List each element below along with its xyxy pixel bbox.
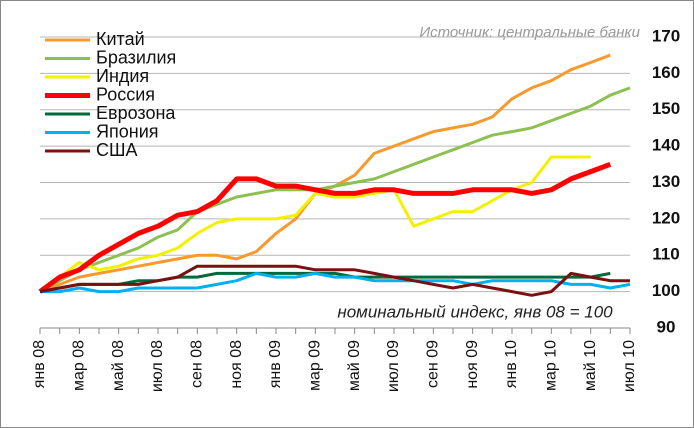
x-tick-label: янв 10 bbox=[503, 340, 520, 388]
y-tick-label: 90 bbox=[657, 317, 676, 336]
x-tick-label: мар 10 bbox=[543, 340, 560, 391]
x-tick-label: янв 09 bbox=[267, 340, 284, 388]
x-tick-label: май 09 bbox=[346, 340, 363, 391]
legend-label: Россия bbox=[96, 84, 155, 104]
x-tick-label: июл 09 bbox=[385, 340, 402, 392]
x-tick-label: июл 08 bbox=[149, 340, 166, 392]
x-tick-label: сен 08 bbox=[189, 340, 206, 388]
y-tick-label: 110 bbox=[652, 245, 679, 264]
x-tick-label: сен 09 bbox=[425, 340, 442, 388]
legend-label: Еврозона bbox=[96, 103, 176, 123]
x-tick-label: май 10 bbox=[582, 340, 599, 391]
x-tick-label: янв 08 bbox=[31, 340, 48, 388]
legend-label: Индия bbox=[96, 66, 149, 86]
source: Источник: центральные банки bbox=[419, 24, 640, 41]
x-tick-label: ноя 09 bbox=[464, 340, 481, 389]
series-line bbox=[38, 161, 612, 294]
y-tick-label: 170 bbox=[652, 26, 680, 45]
legend-label: Бразилия bbox=[96, 47, 176, 67]
annotation: номинальный индекс, янв 08 = 100 bbox=[337, 302, 613, 321]
series-line bbox=[39, 264, 630, 297]
series-line bbox=[40, 271, 631, 294]
y-tick-label: 160 bbox=[652, 63, 680, 82]
y-tick-label: 100 bbox=[652, 281, 680, 300]
x-tick-label: мар 09 bbox=[307, 340, 324, 391]
x-tick-label: май 08 bbox=[110, 340, 127, 391]
legend-label: США bbox=[96, 140, 138, 160]
x-tick-label: июл 10 bbox=[621, 340, 638, 392]
legend-label: Китай bbox=[96, 29, 145, 49]
y-tick-label: 120 bbox=[652, 208, 680, 227]
x-tick-label: мар 08 bbox=[71, 340, 88, 391]
x-tick-label: ноя 08 bbox=[228, 340, 245, 389]
series-line bbox=[39, 86, 631, 293]
y-tick-label: 150 bbox=[652, 99, 680, 118]
legend: КитайБразилияИндияРоссияЕврозонаЯпонияСШ… bbox=[45, 29, 176, 160]
y-tick-label: 130 bbox=[652, 172, 680, 191]
series-line bbox=[39, 155, 591, 293]
series-line bbox=[39, 271, 611, 294]
y-tick-label: 140 bbox=[652, 136, 680, 155]
legend-label: Япония bbox=[96, 121, 159, 141]
